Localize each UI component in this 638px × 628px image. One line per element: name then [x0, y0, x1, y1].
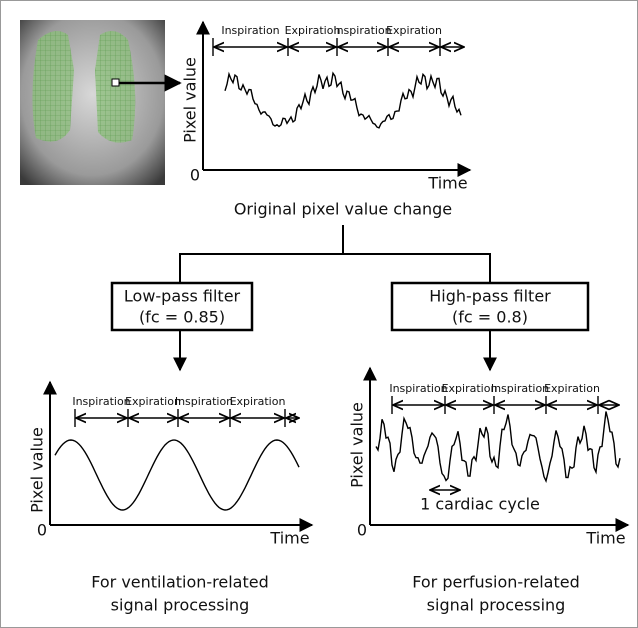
x-axis-label: Time [269, 529, 309, 548]
filter-box [390, 281, 590, 332]
filter-box [110, 281, 254, 332]
origin-label: 0 [37, 521, 47, 540]
y-axis-label: Pixel value [28, 427, 47, 513]
x-axis-label: Time [427, 174, 467, 193]
caption: For ventilation-related [91, 573, 269, 592]
phase-label: Inspiration [389, 382, 447, 395]
phase-label: Inspiration [491, 382, 549, 395]
phase-label: Expiration [386, 24, 442, 37]
xray-image [20, 20, 165, 185]
phase-label: Inspiration [333, 24, 391, 37]
filter-param: (fc = 0.85) [139, 308, 225, 327]
phase-label: Expiration [230, 395, 286, 408]
x-axis-label: Time [585, 529, 625, 548]
origin-label: 0 [357, 521, 367, 540]
phase-label: Inspiration [221, 24, 279, 37]
caption: signal processing [111, 596, 250, 615]
y-axis-label: Pixel value [181, 57, 200, 143]
phase-label: Expiration [442, 382, 498, 395]
waveform [54, 439, 300, 511]
phase-label: Expiration [544, 382, 600, 395]
caption: For perfusion-related [412, 573, 580, 592]
phase-label: Expiration [285, 24, 341, 37]
caption: signal processing [427, 596, 566, 615]
filter-name: High-pass filter [429, 287, 551, 306]
filter-param: (fc = 0.8) [452, 308, 528, 327]
filter-name: Low-pass filter [124, 287, 241, 306]
waveform [375, 411, 621, 483]
caption: Original pixel value change [234, 200, 452, 219]
annotation: 1 cardiac cycle [420, 495, 540, 514]
phase-label: Expiration [125, 395, 181, 408]
tree-lines [173, 225, 497, 372]
phase-label: Inspiration [72, 395, 130, 408]
waveform [224, 71, 462, 129]
origin-label: 0 [190, 166, 200, 185]
phase-label: Inspiration [175, 395, 233, 408]
y-axis-label: Pixel value [348, 402, 367, 488]
